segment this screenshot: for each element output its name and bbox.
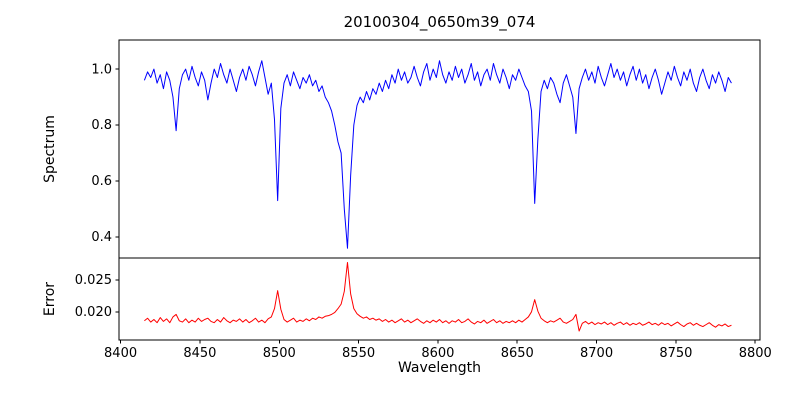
x-tick-label: 8450: [183, 346, 216, 361]
error-axis-label: Error: [42, 281, 58, 317]
x-tick-label: 8800: [739, 346, 772, 361]
y-tick-label: 0.4: [91, 230, 112, 245]
y-tick-label: 1.0: [91, 62, 112, 77]
x-tick-label: 8550: [342, 346, 375, 361]
y-tick-label: 0.020: [75, 305, 112, 320]
spectrum-line: [143, 60, 732, 249]
x-tick-label: 8600: [421, 346, 454, 361]
plot-title: 20100304_0650m39_074: [343, 13, 536, 31]
x-tick-label: 8500: [263, 346, 296, 361]
error-panel-frame: [118, 257, 761, 341]
y-tick-label: 0.6: [91, 174, 112, 189]
spectrum-axis-label: Spectrum: [42, 115, 58, 183]
y-tick-label: 0.025: [75, 273, 112, 288]
x-tick-label: 8400: [104, 346, 137, 361]
x-tick-label: 8700: [580, 346, 613, 361]
wavelength-axis-label: Wavelength: [397, 360, 482, 376]
error-line: [144, 261, 732, 332]
y-tick-label: 0.8: [91, 118, 112, 133]
x-tick-label: 8650: [501, 346, 534, 361]
x-tick-label: 8750: [659, 346, 692, 361]
